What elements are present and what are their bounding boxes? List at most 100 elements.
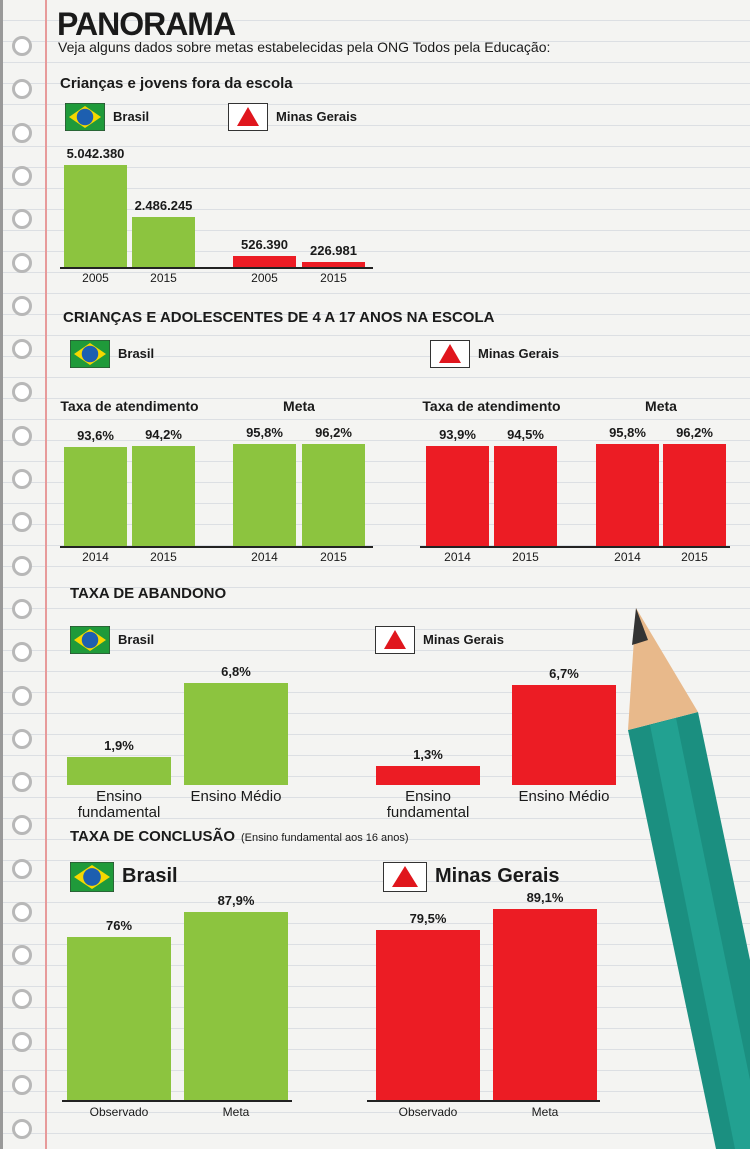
x-tick-label: 2015 <box>150 550 177 564</box>
group-label: Taxa de atendimento <box>60 398 199 414</box>
legend-label: Brasil <box>122 865 178 887</box>
spiral-hole <box>12 1118 32 1139</box>
value-label: 6,8% <box>221 664 251 679</box>
spiral-hole <box>12 295 32 316</box>
x-tick-label: Ensino fundamental <box>77 788 161 821</box>
value-label: 96,2% <box>676 425 713 440</box>
axis-line <box>60 546 373 548</box>
x-tick-label: 2014 <box>82 550 109 564</box>
value-label: 89,1% <box>526 890 564 905</box>
bar <box>67 937 171 1100</box>
bar <box>64 446 127 546</box>
value-label: 95,8% <box>246 425 283 441</box>
spiral-hole <box>12 685 32 706</box>
x-tick-label: 2005 <box>82 271 109 285</box>
bar <box>233 444 296 546</box>
legend-icon <box>375 626 415 654</box>
legend-label: Brasil <box>118 346 155 361</box>
legend-icon <box>69 861 115 893</box>
spiral-hole <box>12 858 32 879</box>
chart-title-text: TAXA DE ABANDONO <box>70 585 227 602</box>
spiral-hole <box>12 252 32 273</box>
x-tick-label: 2015 <box>150 271 177 285</box>
x-tick-label: 2015 <box>320 550 347 564</box>
x-tick-label: 2015 <box>681 550 708 564</box>
x-tick-label: Ensino Médio <box>190 788 282 805</box>
group-label: Meta <box>645 398 677 414</box>
bar <box>67 756 171 785</box>
group-label: Taxa de atendimento <box>422 398 561 414</box>
spiral-hole <box>12 945 32 966</box>
x-tick-label: 2015 <box>512 550 539 564</box>
chart-title: TAXA DE CONCLUSÃO (Ensino fundamental aos… <box>70 828 409 845</box>
bar <box>233 256 296 267</box>
x-tick-label: Meta <box>531 1105 559 1119</box>
axis-line <box>60 267 373 269</box>
value-label: 5.042.380 <box>66 146 125 161</box>
legend-icon <box>64 102 106 132</box>
legend-label: Brasil <box>113 109 150 124</box>
bar <box>302 444 365 546</box>
spiral-hole <box>12 642 32 663</box>
axis-line <box>367 1100 600 1102</box>
value-label: 94,5% <box>507 426 544 442</box>
spiral-hole <box>12 339 32 360</box>
legend-icon <box>69 625 111 655</box>
spiral-hole <box>12 815 32 836</box>
page-subtitle: Veja alguns dados sobre metas estabeleci… <box>58 39 551 55</box>
spiral-hole <box>12 1075 32 1096</box>
bar <box>494 445 557 546</box>
x-tick-label: 2015 <box>320 271 347 285</box>
chart-title: CRIANÇAS E ADOLESCENTES DE 4 A 17 ANOS N… <box>63 309 494 326</box>
spiral-hole <box>12 425 32 446</box>
legend-label: Minas Gerais <box>435 865 560 887</box>
spiral-hole <box>12 209 32 230</box>
bar <box>596 444 659 546</box>
x-tick-label: 2014 <box>444 550 471 564</box>
bar <box>184 911 288 1100</box>
spiral-hole <box>12 555 32 576</box>
axis-line <box>62 1100 292 1102</box>
legend-icon <box>228 103 268 131</box>
spiral-hole <box>12 165 32 186</box>
bar <box>184 683 288 785</box>
x-tick-label: Meta <box>222 1105 250 1119</box>
legend-icon <box>69 339 111 369</box>
group-label: Meta <box>283 398 315 414</box>
bar <box>426 446 489 546</box>
legend-icon <box>430 340 470 368</box>
page-title: PANORAMA <box>57 6 236 42</box>
paper-edge <box>0 0 3 1149</box>
value-label: 226.981 <box>310 243 357 259</box>
legend-label: Brasil <box>118 632 155 647</box>
chart-title: Crianças e jovens fora da escola <box>60 75 293 92</box>
value-label: 526.390 <box>241 237 288 253</box>
value-label: 1,9% <box>104 737 134 753</box>
x-tick-label: 2014 <box>251 550 278 564</box>
bar <box>376 929 480 1100</box>
value-label: 76% <box>105 918 133 934</box>
value-label: 95,8% <box>609 425 646 441</box>
spiral-hole <box>12 598 32 619</box>
chart-title: TAXA DE ABANDONO <box>70 585 226 602</box>
spiral-hole <box>12 382 32 403</box>
spiral-hole <box>12 988 32 1009</box>
spiral-hole <box>12 36 32 56</box>
spiral-hole <box>12 469 32 489</box>
spiral-hole <box>12 122 32 143</box>
bar <box>132 446 195 546</box>
legend-label: Minas Gerais <box>478 346 559 361</box>
value-label: 79,5% <box>409 910 447 926</box>
chart-subtitle: (Ensino fundamental aos 16 anos) <box>241 832 409 844</box>
chart-title-text: CRIANÇAS E ADOLESCENTES DE 4 A 17 ANOS N… <box>63 309 495 326</box>
x-tick-label: 2005 <box>251 271 278 285</box>
chart-title-text: Crianças e jovens fora da escola <box>60 75 293 92</box>
spiral-hole <box>12 902 32 922</box>
spiral-hole <box>12 79 32 100</box>
bar <box>493 909 597 1100</box>
value-label: 6,7% <box>549 665 579 681</box>
value-label: 87,9% <box>217 892 255 908</box>
value-label: 94,2% <box>145 427 182 443</box>
